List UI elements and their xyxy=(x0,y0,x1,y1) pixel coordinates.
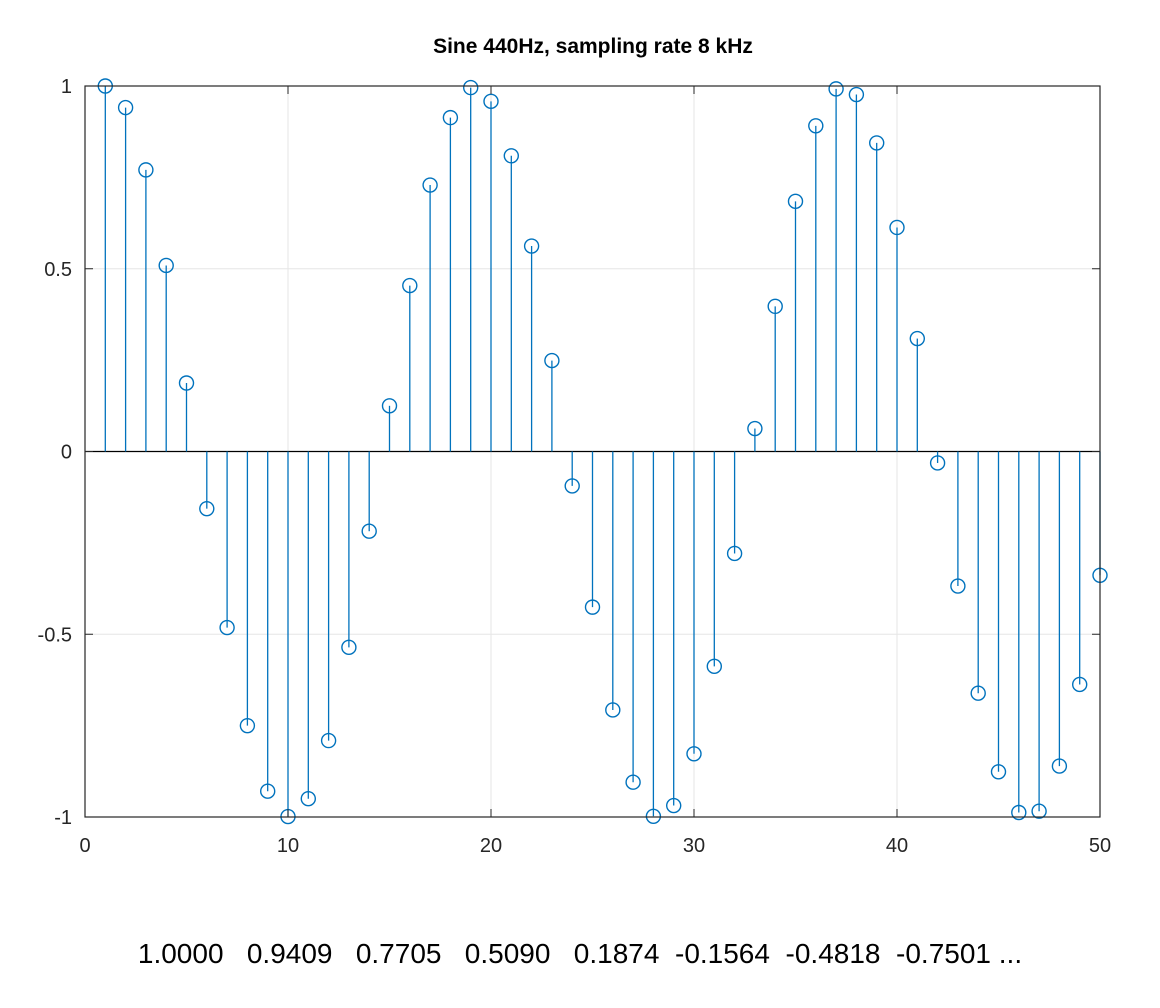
markers xyxy=(97,78,1108,825)
stem-marker-18 xyxy=(442,109,459,126)
stem-marker-45 xyxy=(990,764,1007,780)
stem-marker-26 xyxy=(605,702,621,718)
stem-marker-49 xyxy=(1071,676,1088,693)
y-axis-ticks: 1 0.5 0 -0.5 -1 xyxy=(38,76,1100,829)
stem-marker-12 xyxy=(320,732,337,749)
stem-marker-33 xyxy=(747,420,763,437)
stem-marker-21 xyxy=(503,148,519,164)
y-tick-label-1: 0.5 xyxy=(44,259,72,281)
stem-marker-8 xyxy=(239,717,256,734)
stem-marker-9 xyxy=(260,783,276,799)
y-tick-label-2: 0 xyxy=(61,442,72,464)
stem-marker-37 xyxy=(828,81,844,97)
stem-plot: Sine 440Hz, sampling rate 8 kHz 0 10 20 30 4… xyxy=(38,35,1112,857)
stem-marker-6 xyxy=(199,500,215,517)
y-tick-label-3: -0.5 xyxy=(38,624,72,646)
stem-marker-4 xyxy=(158,257,174,274)
stem-marker-34 xyxy=(767,298,783,315)
stem-marker-36 xyxy=(808,118,824,134)
stem-marker-41 xyxy=(909,330,925,347)
stem-marker-29 xyxy=(666,797,682,814)
stem-marker-27 xyxy=(625,774,641,790)
y-tick-label-4: -1 xyxy=(54,807,72,829)
x-tick-label-3: 30 xyxy=(683,835,705,857)
y-tick-label-0: 1 xyxy=(61,76,72,98)
stem-marker-32 xyxy=(726,545,743,562)
stem-marker-7 xyxy=(219,619,235,636)
stem-marker-43 xyxy=(950,578,966,594)
stem-marker-16 xyxy=(402,277,418,294)
stem-marker-48 xyxy=(1051,758,1068,774)
stem-marker-42 xyxy=(929,455,946,471)
stem-marker-15 xyxy=(381,398,398,414)
stem-marker-2 xyxy=(117,99,134,116)
stem-marker-19 xyxy=(463,79,479,96)
stem-marker-17 xyxy=(422,177,438,193)
stem-marker-38 xyxy=(848,86,865,103)
stem-marker-14 xyxy=(361,523,377,539)
x-tick-label-4: 40 xyxy=(886,835,908,857)
stem-marker-5 xyxy=(178,375,195,391)
stem-marker-31 xyxy=(706,658,722,675)
stem-marker-40 xyxy=(889,219,905,236)
stem-marker-30 xyxy=(686,746,702,762)
stem-marker-3 xyxy=(138,162,154,178)
stem-marker-20 xyxy=(483,93,499,110)
stem-marker-47 xyxy=(1031,803,1047,819)
stem-marker-22 xyxy=(523,238,540,254)
stem-marker-46 xyxy=(1011,804,1027,821)
chart-title: Sine 440Hz, sampling rate 8 kHz xyxy=(433,35,753,58)
stem-marker-11 xyxy=(300,791,316,807)
stem-marker-44 xyxy=(970,685,986,701)
stem-marker-23 xyxy=(544,352,560,369)
x-tick-label-2: 20 xyxy=(480,835,502,857)
x-tick-label-5: 50 xyxy=(1089,835,1111,857)
stem-marker-25 xyxy=(584,599,601,615)
stem-marker-35 xyxy=(787,193,804,210)
stem-marker-24 xyxy=(564,478,580,494)
sample-values-caption: 1.0000 0.9409 0.7705 0.5090 0.1874 -0.15… xyxy=(137,938,1023,969)
x-tick-label-1: 10 xyxy=(277,835,299,857)
stem-marker-13 xyxy=(341,639,357,656)
x-axis-ticks: 0 10 20 30 40 50 xyxy=(79,86,1111,857)
x-tick-label-0: 0 xyxy=(79,835,90,857)
stem-marker-39 xyxy=(869,135,885,151)
stem-marker-28 xyxy=(645,808,662,824)
